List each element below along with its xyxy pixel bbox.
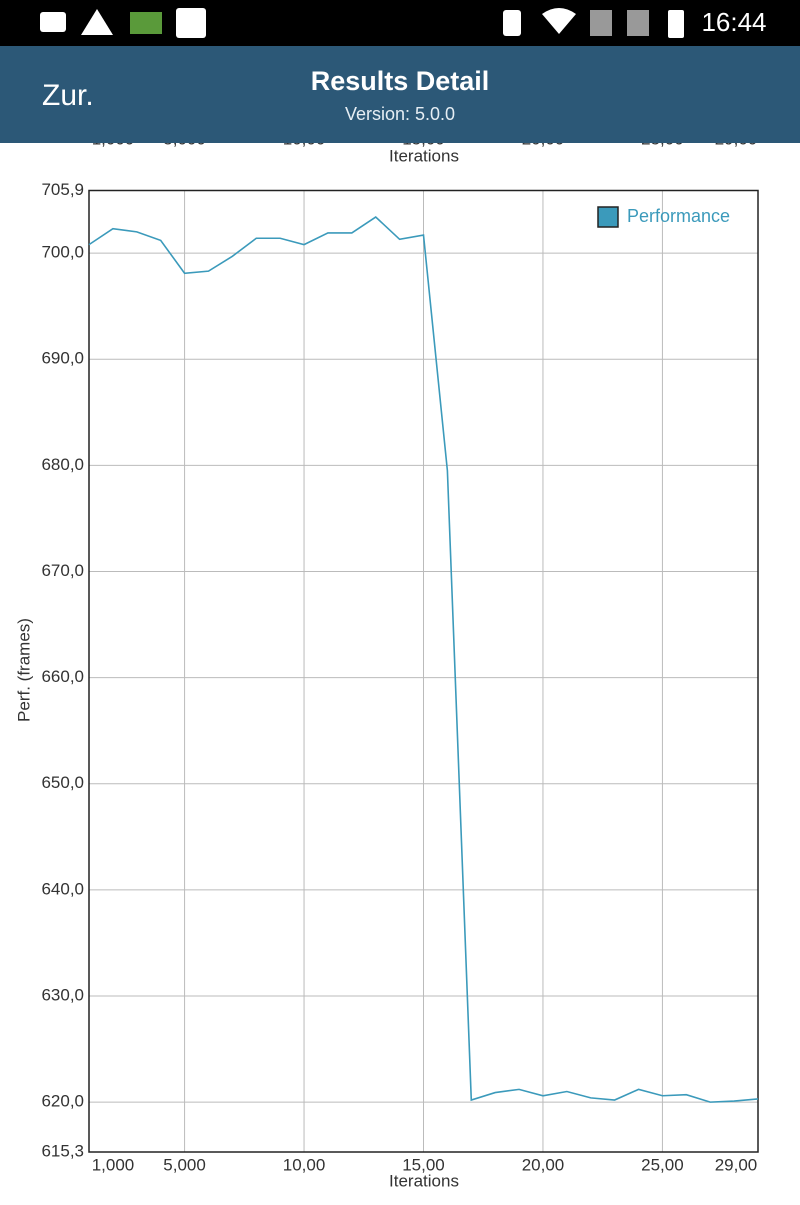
y-tick-label: 705,9: [41, 180, 84, 199]
y-tick-label: 690,0: [41, 349, 84, 368]
y-tick-label: 620,0: [41, 1092, 84, 1111]
plot-frame: [88, 189, 759, 1153]
clock: 16:44: [701, 7, 766, 37]
subtitle: Version: 5.0.0: [345, 104, 455, 124]
legend-label: Performance: [627, 206, 730, 226]
x-tick-label: 10,00: [283, 1155, 326, 1174]
y-tick-label: 660,0: [41, 667, 84, 686]
title: Results Detail: [311, 66, 490, 96]
back-button[interactable]: Zur.: [42, 79, 94, 112]
y-tick-label: 630,0: [41, 985, 84, 1004]
chart: 615,3 620,0 630,0 640,0 650,0 660,0 670,0 680,0…: [14, 180, 759, 1190]
y-tick-label: 700,0: [41, 243, 84, 262]
y-axis-label: Perf. (frames): [14, 618, 33, 722]
x-tick-label: 29,00: [715, 1155, 758, 1174]
app-bar: [0, 46, 800, 143]
x-axis-label: Iterations: [389, 1171, 459, 1190]
x-axis-label: Iterations: [389, 146, 459, 165]
y-tick-label: 640,0: [41, 879, 84, 898]
y-tick-label: 615,3: [41, 1141, 84, 1160]
x-tick-label: 15,00: [402, 1155, 445, 1174]
y-tick-label: 670,0: [41, 561, 84, 580]
x-tick-label: 1,000: [92, 1155, 135, 1174]
legend-swatch: [597, 206, 619, 228]
data-line: [88, 216, 759, 1103]
x-tick-label: 25,00: [641, 1155, 684, 1174]
y-tick-label: 650,0: [41, 773, 84, 792]
y-tick-label: 680,0: [41, 455, 84, 474]
x-tick-label: 20,00: [522, 1155, 565, 1174]
x-tick-label: 5,000: [163, 1155, 206, 1174]
status-icons: [40, 8, 684, 38]
